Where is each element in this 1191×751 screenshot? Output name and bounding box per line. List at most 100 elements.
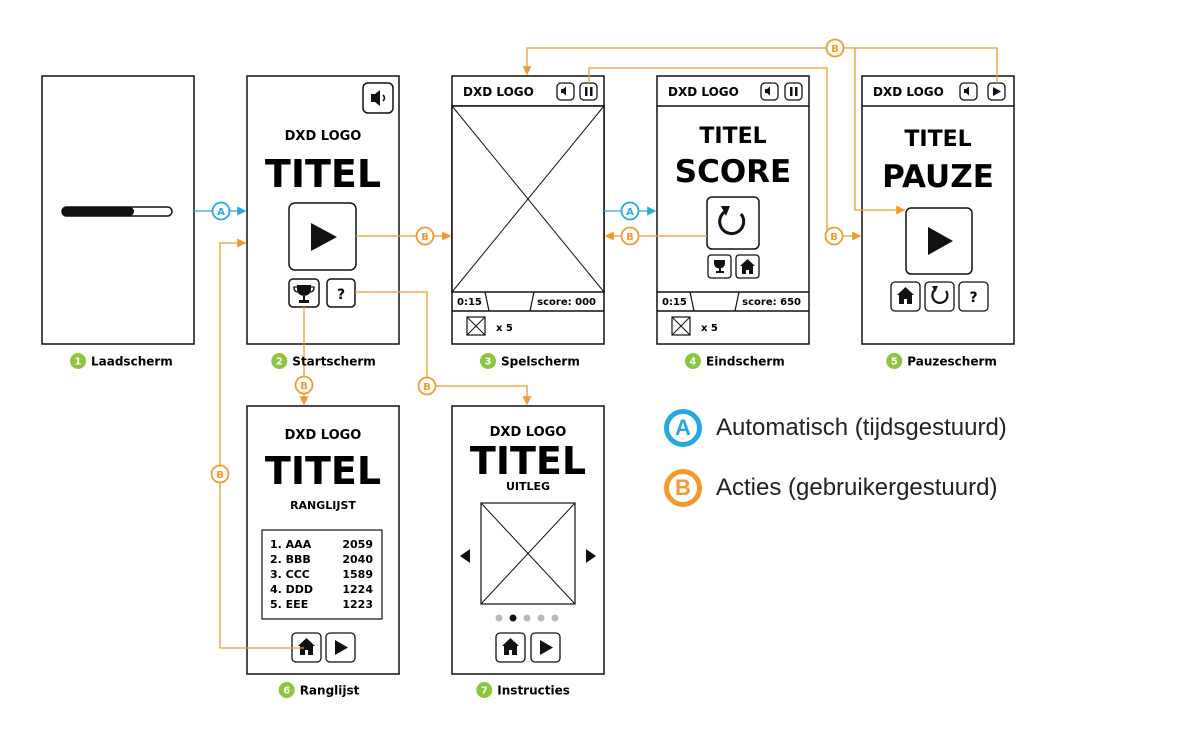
leaderboard-row: 2. BBB 2040: [270, 553, 373, 566]
start-leaderboard-button[interactable]: [288, 278, 320, 308]
leaderboard-logo: DXD LOGO: [285, 428, 362, 443]
leaderboard-heading: RANGLIJST: [290, 499, 356, 512]
leaderboard-home-button[interactable]: [291, 632, 322, 663]
svg-text:B: B: [300, 381, 308, 392]
legend-action-label: Acties (gebruikergestuurd): [716, 474, 998, 501]
step-label: Ranglijst: [300, 684, 360, 698]
pause-heading: PAUZE: [882, 159, 994, 195]
end-logo: DXD LOGO: [668, 85, 739, 99]
svg-text:A: A: [217, 207, 225, 218]
start-logo: DXD LOGO: [285, 129, 362, 144]
svg-text:B: B: [831, 44, 839, 55]
screen-label: 1 Laadscherm: [70, 353, 173, 369]
screen-loading: [41, 75, 195, 345]
step-number: 3: [485, 357, 492, 368]
pagination-dots[interactable]: [495, 614, 559, 622]
game-canvas-placeholder[interactable]: [451, 105, 605, 293]
end-lives: x 5: [701, 323, 718, 334]
screen-label: 4 Eindscherm: [685, 353, 785, 369]
screen-label: 5 Pauzescherm: [886, 353, 997, 369]
end-score: score: 650: [742, 297, 801, 308]
screen-end: DXD LOGO TITEL SCORE 0:15 score: 650: [656, 75, 810, 345]
pause-icon: [585, 87, 593, 96]
badge-action: B: [294, 375, 314, 395]
play-icon: [335, 640, 348, 655]
instructions-home-button[interactable]: [495, 632, 526, 663]
leaderboard-row-score: 1224: [342, 583, 373, 596]
instructions-logo: DXD LOGO: [490, 425, 567, 440]
leaderboard-row-score: 1223: [342, 598, 373, 611]
next-arrow-icon[interactable]: [586, 549, 596, 563]
badge-auto: A: [620, 201, 640, 221]
step-label: Spelscherm: [501, 355, 580, 369]
step-number-badge: [476, 682, 493, 698]
legend-action-badge: B: [664, 469, 702, 507]
step-label: Eindscherm: [706, 355, 785, 369]
leaderboard-play-button[interactable]: [325, 632, 356, 663]
game-sound-button[interactable]: [556, 82, 575, 101]
step-number-badge: [480, 353, 496, 369]
step-number-badge: [278, 682, 295, 698]
end-replay-button[interactable]: [706, 196, 760, 250]
step-number: 2: [276, 357, 283, 368]
screen-instructions: DXD LOGO TITEL UITLEG: [451, 405, 605, 675]
end-title: TITEL: [699, 124, 766, 149]
game-lives-icon: [466, 316, 486, 336]
home-icon: [502, 638, 519, 655]
step-label: Laadscherm: [91, 355, 173, 369]
leaderboard-row: 3. CCC 1589: [270, 568, 373, 581]
speaker-icon: [964, 86, 969, 96]
screen-leaderboard: DXD LOGO TITEL RANGLIJST 1. AAA 2059 2. BB…: [246, 405, 400, 675]
end-pause-button[interactable]: [784, 82, 803, 101]
pause-help-button[interactable]: ?: [958, 281, 989, 312]
screen-game: DXD LOGO 0:15 score: 000 x 5: [451, 75, 605, 345]
screen-label: 7 Instructies: [476, 682, 570, 698]
legend-auto-badge: A: [664, 409, 702, 447]
step-number-badge: [70, 353, 86, 369]
start-help-button[interactable]: ?: [326, 278, 356, 308]
help-icon: ?: [337, 287, 345, 303]
leaderboard-row: 5. EEE 1223: [270, 598, 373, 611]
leaderboard-row-name: 5. EEE: [270, 598, 308, 611]
end-leaderboard-button[interactable]: [707, 254, 732, 279]
instructions-play-button[interactable]: [530, 632, 561, 663]
screen-label: 2 Startscherm: [271, 353, 376, 369]
screen-labels: 1 Laadscherm 2 Startscherm 3 Spelscherm 4 Einds…: [70, 353, 997, 698]
end-heading: SCORE: [675, 154, 791, 190]
end-home-button[interactable]: [735, 254, 760, 279]
leaderboard-row: 4. DDD 1224: [270, 583, 373, 596]
pause-title: TITEL: [904, 127, 971, 152]
pause-replay-button[interactable]: [924, 281, 955, 312]
legend-auto: A Automatisch (tijdsgestuurd): [664, 409, 1007, 447]
pause-home-button[interactable]: [890, 281, 921, 312]
start-title: TITEL: [265, 152, 381, 196]
legend-action: B Acties (gebruikergestuurd): [664, 469, 997, 507]
end-timer: 0:15: [662, 297, 687, 308]
step-number-badge: [271, 353, 288, 369]
screen-label: 6 Ranglijst: [278, 682, 360, 698]
pause-resume-button[interactable]: [987, 82, 1006, 101]
game-pause-button[interactable]: [579, 82, 598, 101]
play-icon: [993, 87, 1001, 96]
loading-bar-fill: [62, 207, 134, 216]
instructions-title: TITEL: [470, 439, 586, 483]
end-sound-button[interactable]: [760, 82, 779, 101]
leaderboard-row-name: 4. DDD: [270, 583, 313, 596]
start-play-button[interactable]: [288, 202, 357, 271]
play-icon: [928, 227, 953, 255]
svg-text:B: B: [423, 382, 431, 393]
pause-sound-button[interactable]: [959, 82, 978, 101]
leaderboard-row: 1. AAA 2059: [270, 538, 373, 551]
leaderboard-row-score: 2040: [342, 553, 373, 566]
step-number: 5: [891, 357, 898, 368]
speaker-icon: [371, 90, 380, 106]
previous-arrow-icon[interactable]: [460, 549, 470, 563]
step-label: Startscherm: [292, 355, 376, 369]
screen-label: 3 Spelscherm: [480, 353, 580, 369]
legend-auto-label: Automatisch (tijdsgestuurd): [716, 414, 1007, 441]
play-icon: [540, 640, 553, 655]
pause-play-button[interactable]: [905, 207, 973, 275]
trophy-icon: [297, 285, 311, 303]
svg-text:B: B: [626, 232, 634, 243]
